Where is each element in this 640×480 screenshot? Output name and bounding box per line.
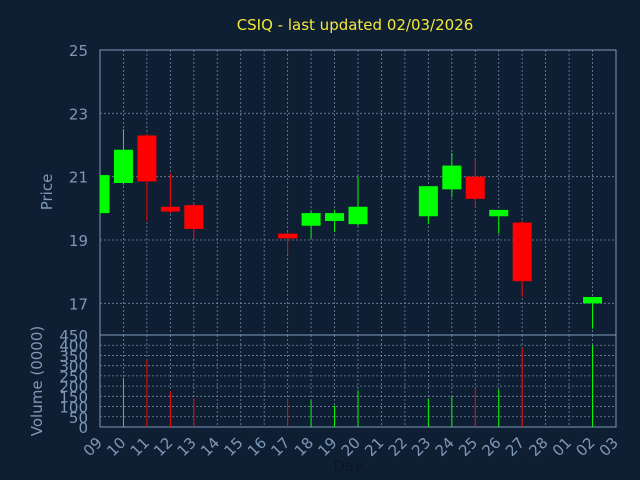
- x-tick-label: 25: [455, 434, 481, 460]
- x-tick-label: 27: [502, 434, 528, 460]
- chart-title: CSIQ - last updated 02/03/2026: [237, 16, 474, 34]
- volume-tick-label: 300: [59, 358, 88, 376]
- x-tick-label: 26: [478, 434, 504, 460]
- x-tick-label: 24: [432, 434, 458, 460]
- x-tick-label: 11: [127, 434, 153, 460]
- candle-body: [301, 213, 321, 226]
- volume-tick-label: 100: [59, 399, 88, 417]
- candle-body: [137, 135, 157, 182]
- x-tick-label: 10: [103, 434, 129, 460]
- x-tick-label: 12: [150, 434, 176, 460]
- x-tick-label: 02: [572, 434, 598, 460]
- x-tick-label: 13: [174, 434, 200, 460]
- price-tick-label: 21: [69, 169, 88, 187]
- x-axis-label: Day: [333, 457, 363, 475]
- candle-body: [465, 176, 485, 199]
- candle-body: [325, 213, 345, 221]
- candle-body: [583, 297, 603, 304]
- volume-tick-label: 250: [59, 368, 88, 386]
- x-tick-label: 01: [549, 434, 575, 460]
- candle-body: [489, 209, 509, 217]
- candle-body: [100, 175, 110, 214]
- candle-body: [278, 233, 298, 239]
- x-tick-label: 03: [596, 434, 622, 460]
- volume-axis-label: Volume (0000): [28, 326, 46, 436]
- volume-tick-label: 350: [59, 347, 88, 365]
- candle-body: [418, 186, 438, 217]
- candle-body: [113, 149, 133, 183]
- x-tick-label: 17: [267, 434, 293, 460]
- x-tick-label: 15: [220, 434, 246, 460]
- volume-tick-label: 50: [69, 409, 88, 427]
- x-tick-label: 09: [80, 434, 106, 460]
- price-tick-label: 25: [69, 42, 88, 60]
- candle-body: [184, 205, 204, 229]
- price-axis-label: Price: [38, 174, 56, 211]
- volume-tick-label: 150: [59, 388, 88, 406]
- x-tick-label: 23: [408, 434, 434, 460]
- volume-tick-label: 200: [59, 378, 88, 396]
- x-tick-label: 16: [244, 434, 270, 460]
- price-tick-label: 23: [69, 105, 88, 123]
- x-tick-label: 18: [291, 434, 317, 460]
- candle-body: [512, 222, 532, 282]
- x-tick-label: 22: [385, 434, 411, 460]
- x-tick-label: 28: [525, 434, 551, 460]
- x-tick-label: 21: [361, 434, 387, 460]
- candle-body: [348, 206, 368, 225]
- candle-body: [442, 165, 462, 190]
- volume-tick-label: 400: [59, 337, 88, 355]
- price-tick-label: 17: [69, 295, 88, 313]
- x-tick-label: 14: [197, 434, 223, 460]
- volume-tick-label: 450: [59, 327, 88, 345]
- candle-body: [160, 206, 180, 212]
- price-tick-label: 19: [69, 232, 88, 250]
- volume-tick-label: 0: [78, 419, 88, 437]
